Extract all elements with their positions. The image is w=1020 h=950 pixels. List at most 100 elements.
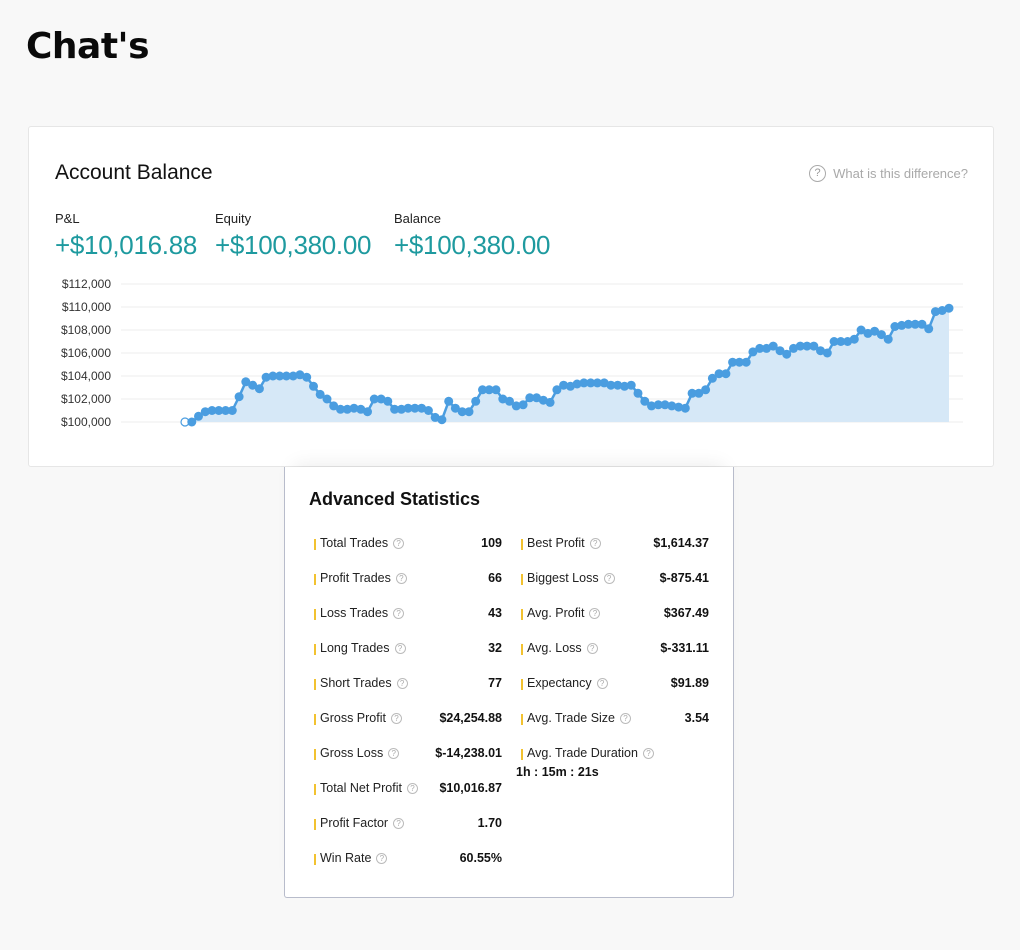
stat-indicator <box>314 714 316 725</box>
stat-indicator <box>521 539 523 550</box>
stat-row: Win Rate? 60.55% <box>314 851 502 869</box>
y-tick-label: $100,000 <box>61 415 111 429</box>
balance-points <box>180 303 954 427</box>
question-circle-icon[interactable]: ? <box>586 643 598 654</box>
stat-value: 66 <box>488 571 502 585</box>
data-point <box>369 394 379 404</box>
data-point <box>640 396 650 406</box>
pnl-value: +$10,016.88 <box>55 230 198 260</box>
question-circle-icon[interactable]: ? <box>395 573 407 584</box>
question-circle-icon[interactable]: ? <box>406 783 418 794</box>
stat-label: Avg. Loss? <box>527 641 598 655</box>
stat-label-text: Loss Trades <box>320 606 389 620</box>
stat-value: $-875.41 <box>659 571 709 585</box>
stat-label-text: Short Trades <box>320 676 392 690</box>
stat-label-text: Profit Factor <box>320 816 389 830</box>
data-point <box>329 401 339 411</box>
question-circle-icon[interactable]: ? <box>603 573 615 584</box>
data-point <box>944 303 954 313</box>
data-point <box>775 346 785 356</box>
balance-label: Balance <box>394 211 441 226</box>
stat-label-text: Biggest Loss <box>527 571 599 585</box>
data-point <box>647 401 656 411</box>
data-point <box>302 372 312 382</box>
question-circle-icon[interactable]: ? <box>589 538 601 549</box>
data-point <box>214 406 224 415</box>
data-point <box>572 379 582 389</box>
question-circle-icon[interactable]: ? <box>596 678 608 689</box>
data-point <box>903 319 913 329</box>
question-circle-icon[interactable]: ? <box>393 818 405 829</box>
account-balance-card: Account Balance ? What is this differenc… <box>28 126 994 467</box>
data-point <box>464 407 474 417</box>
stat-row: Avg. Trade Size? 3.54 <box>521 711 709 729</box>
data-point <box>883 334 893 344</box>
stat-label-text: Gross Profit <box>320 711 386 725</box>
stat-indicator <box>521 679 523 690</box>
question-circle-icon: ? <box>809 165 827 182</box>
data-point <box>626 380 636 390</box>
question-circle-icon[interactable]: ? <box>589 608 601 619</box>
question-circle-icon[interactable]: ? <box>376 853 388 864</box>
data-point <box>633 388 643 398</box>
stat-label: Avg. Trade Duration? <box>527 746 654 760</box>
stat-indicator <box>314 784 316 795</box>
equity-label: Equity <box>215 211 252 226</box>
stat-value: 32 <box>488 641 502 655</box>
question-circle-icon[interactable]: ? <box>396 678 408 689</box>
stat-indicator <box>314 854 316 865</box>
stat-label: Gross Loss? <box>320 746 400 760</box>
data-point <box>789 343 798 353</box>
stat-label-text: Profit Trades <box>320 571 391 585</box>
data-point <box>478 385 487 395</box>
question-circle-icon[interactable]: ? <box>394 643 406 654</box>
y-tick-label: $108,000 <box>61 323 111 337</box>
question-circle-icon[interactable]: ? <box>620 713 632 724</box>
equity-value: +$100,380.00 <box>215 230 372 260</box>
question-circle-icon[interactable]: ? <box>642 748 654 759</box>
data-point <box>937 306 947 315</box>
data-point <box>653 400 663 410</box>
question-circle-icon[interactable]: ? <box>393 608 405 619</box>
question-circle-icon[interactable]: ? <box>393 538 405 549</box>
data-point <box>667 401 677 411</box>
data-point <box>734 357 744 367</box>
data-point <box>910 319 920 329</box>
data-point <box>511 401 521 411</box>
data-point <box>660 400 670 410</box>
data-point <box>768 341 778 351</box>
stat-label-text: Avg. Trade Size <box>527 711 616 725</box>
stat-value: 109 <box>481 536 502 550</box>
y-tick-label: $112,000 <box>62 277 111 291</box>
stat-label-text: Gross Loss <box>320 746 384 760</box>
data-point <box>870 326 880 336</box>
data-point <box>383 396 393 406</box>
data-point <box>336 404 345 414</box>
account-balance-title: Account Balance <box>55 161 213 184</box>
data-point <box>856 325 866 335</box>
data-point <box>741 357 751 367</box>
pnl-metric: P&L +$10,016.88 <box>55 211 197 261</box>
avg-trade-duration-value: 1h : 15m : 21s <box>516 765 599 779</box>
data-point <box>782 349 792 359</box>
data-point <box>437 415 447 425</box>
stat-indicator <box>521 574 523 585</box>
stat-value: $24,254.88 <box>439 711 502 725</box>
data-point <box>390 404 400 414</box>
stat-label-text: Avg. Trade Duration <box>527 746 638 760</box>
stat-label-text: Total Net Profit <box>320 781 402 795</box>
data-point <box>342 404 352 414</box>
difference-help-link[interactable]: ? What is this difference? <box>809 165 968 182</box>
stat-indicator <box>521 609 523 620</box>
question-circle-icon[interactable]: ? <box>391 713 402 724</box>
y-tick-label: $110,000 <box>62 300 111 314</box>
data-point <box>931 307 940 317</box>
stat-row: Loss Trades? 43 <box>314 606 502 624</box>
question-circle-icon[interactable]: ? <box>388 748 400 759</box>
data-point <box>802 341 812 351</box>
data-point <box>694 388 704 398</box>
data-point <box>829 337 839 346</box>
stat-row: Long Trades? 32 <box>314 641 502 659</box>
data-point <box>200 407 210 417</box>
stat-label-text: Avg. Profit <box>527 606 585 620</box>
